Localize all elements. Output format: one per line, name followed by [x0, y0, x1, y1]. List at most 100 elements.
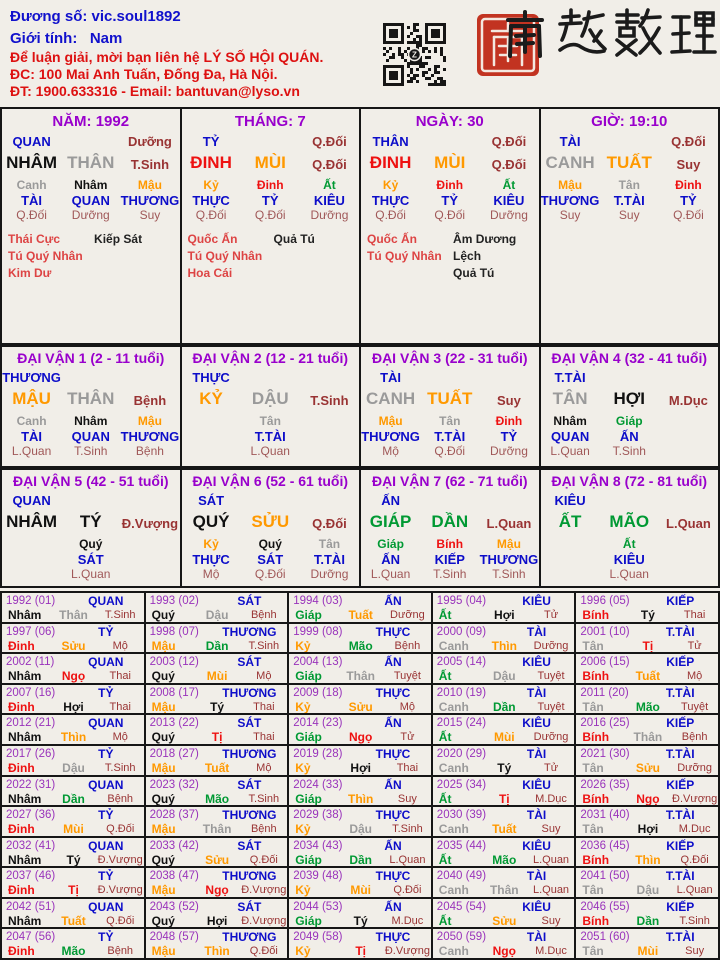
year-label: 2007 (16): [6, 686, 56, 699]
year-cell: 2037 (46) TỶ Đinh Tị Đ.Vượng: [2, 868, 144, 897]
hidden-god: TỶ: [261, 193, 279, 208]
god-stage: Q.Đối: [671, 134, 706, 149]
year-label: 2022 (31): [6, 778, 56, 791]
year-god: ẤN: [384, 838, 402, 853]
year-branch: Ngọ: [492, 944, 516, 958]
year-label: 2049 (58): [293, 931, 343, 944]
year-branch: Sửu: [492, 913, 517, 928]
pillar-thang: THÁNG: 7 TỶ Q.Đối ĐINH MÙI Q.Đối Kỷ THỰC Q.Đối Đi…: [181, 109, 359, 343]
year-branch: Ngọ: [61, 669, 86, 683]
year-stage: Tử: [543, 609, 559, 621]
year-stage: Dưỡng: [677, 761, 712, 774]
stem: KỶ: [199, 389, 223, 408]
year-stem: Mậu: [151, 944, 176, 958]
year-cell: 2016 (25) KIẾP Bính Thân Bệnh: [576, 715, 718, 744]
year-cell: 2046 (55) KIẾP Bính Dần T.Sinh: [576, 898, 718, 928]
year-stem: Tân: [582, 944, 604, 958]
year-stage: T.Sinh: [248, 792, 280, 805]
hidden-stem-column: Mậu THƯƠNG Suy: [541, 178, 600, 223]
year-line-1: 2032 (41) QUAN: [2, 839, 144, 853]
year-god: QUAN: [88, 594, 124, 608]
year-stage: Dưỡng: [390, 609, 425, 621]
daivan-row-1: ĐẠI VẬN 1 (2 - 11 tuổi) THƯƠNG MẬU THÂN Bệnh…: [0, 345, 720, 468]
hidden-stage: T.Sinh: [612, 444, 646, 458]
year-line-1: 2009 (18) THỰC: [289, 686, 431, 700]
year-line-2: Giáp Tuất Dưỡng: [289, 608, 431, 622]
year-branch: Thìn: [60, 730, 87, 744]
hidden-stage: Q.Đối: [254, 208, 286, 222]
god-label: THƯƠNG: [2, 370, 61, 385]
year-line-1: 1996 (05) KIẾP: [576, 594, 718, 608]
year-stage: Mộ: [399, 700, 416, 713]
hidden-stem: Nhâm: [74, 414, 108, 428]
year-branch: Tuất: [492, 822, 517, 836]
year-cell: 2007 (16) TỶ Đinh Hợi Thai: [2, 684, 144, 714]
branch: TUẤT: [427, 389, 473, 408]
year-line-1: 2000 (09) TÀI: [433, 625, 575, 639]
year-stage: L.Quan: [532, 853, 570, 866]
hidden-stage: Q.Đối: [375, 208, 406, 222]
year-stem: Nhâm: [8, 730, 42, 744]
year-line-1: 2035 (44) KIÊU: [433, 839, 575, 853]
year-line-1: 2003 (12) SÁT: [146, 655, 288, 669]
year-line-1: 2050 (59) TÀI: [433, 930, 575, 944]
year-branch: Hợi: [350, 760, 371, 775]
stem-branch-line: GIÁP DẦN L.Quan: [361, 512, 539, 534]
year-line-2: Canh Thìn Dưỡng: [433, 639, 575, 653]
year-stage: Tuyệt: [681, 700, 709, 713]
year-label: 2006 (15): [580, 656, 630, 669]
hidden-stem-empty: [541, 537, 600, 582]
hidden-stage: Suy: [559, 208, 581, 222]
year-line-1: 2025 (34) KIÊU: [433, 778, 575, 792]
year-label: 2019 (28): [293, 747, 343, 760]
year-stage: Thai: [109, 700, 131, 713]
year-line-2: Bính Tý Thai: [576, 608, 718, 622]
year-stage: Tử: [543, 761, 559, 774]
hidden-god: KIÊU: [613, 552, 645, 567]
year-line-2: Bính Thân Bệnh: [576, 730, 718, 744]
year-branch: Thân: [489, 883, 519, 897]
year-cell: 2013 (22) SÁT Quý Tị Thai: [145, 715, 288, 744]
hidden-god: SÁT: [77, 552, 104, 567]
year-label: 1998 (07): [149, 625, 199, 638]
hidden-stage: T.Sinh: [433, 567, 467, 581]
hidden-stem-empty: [120, 537, 179, 582]
year-cell: 2032 (41) QUAN Nhâm Tý Đ.Vượng: [2, 837, 144, 867]
year-god: KIẾP: [666, 838, 695, 853]
year-line-2: Quý Sửu Q.Đối: [146, 853, 288, 867]
hidden-god: SÁT: [257, 552, 284, 567]
hidden-stage: L.Quan: [370, 567, 411, 581]
god-line: ẤN: [361, 493, 539, 510]
god-line: TÀI Q.Đối: [541, 134, 719, 151]
year-stem: Quý: [151, 669, 175, 683]
year-stem: Tân: [582, 699, 604, 714]
year-line-1: 2006 (15) KIẾP: [576, 655, 718, 669]
hidden-stem-column: Nhâm QUAN L.Quan: [541, 414, 600, 459]
year-line-2: Tân Dậu L.Quan: [576, 883, 718, 897]
contact-line-1: Để luận giải, mời bạn liên hệ LÝ SỐ HỘI …: [10, 49, 324, 65]
year-stage: Đ.Vượng: [241, 884, 287, 897]
year-god: THƯƠNG: [222, 746, 277, 761]
calligraphy-char-yue: [558, 8, 607, 54]
stem: NHÂM: [6, 512, 58, 531]
hidden-stems: Ất KIÊU L.Quan: [541, 537, 719, 582]
four-pillars-table: NĂM: 1992 QUAN Dưỡng NHÂM THÂN T.Sinh Canh TÀI Q…: [0, 107, 720, 345]
year-god: KIÊU: [522, 655, 551, 670]
year-branch: Hợi: [637, 822, 659, 836]
lifecycle-stage: T.Sinh: [130, 156, 170, 172]
year-line-2: Ất Dậu Tuyệt: [433, 669, 575, 683]
year-cell: 2039 (48) THỰC Kỷ Mùi Q.Đối: [289, 868, 431, 897]
year-god: KIẾP: [666, 716, 695, 731]
hidden-stage: Dưỡng: [489, 444, 528, 458]
stem: TÂN: [552, 389, 588, 408]
year-stage: Đ.Vượng: [241, 914, 287, 927]
hidden-stem-empty: [2, 537, 61, 582]
year-cell: 1997 (06) TỶ Đinh Sửu Mộ: [2, 623, 144, 653]
year-stem: Quý: [151, 852, 175, 867]
hidden-stem: Mậu: [378, 414, 403, 428]
year-label: 2034 (43): [293, 839, 343, 852]
year-cell: 2019 (28) THỰC Kỷ Hợi Thai: [289, 745, 431, 775]
year-god: TÀI: [526, 624, 547, 639]
year-line-2: Đinh Mão Bệnh: [2, 944, 144, 958]
hidden-stem: Nhâm: [74, 178, 108, 192]
